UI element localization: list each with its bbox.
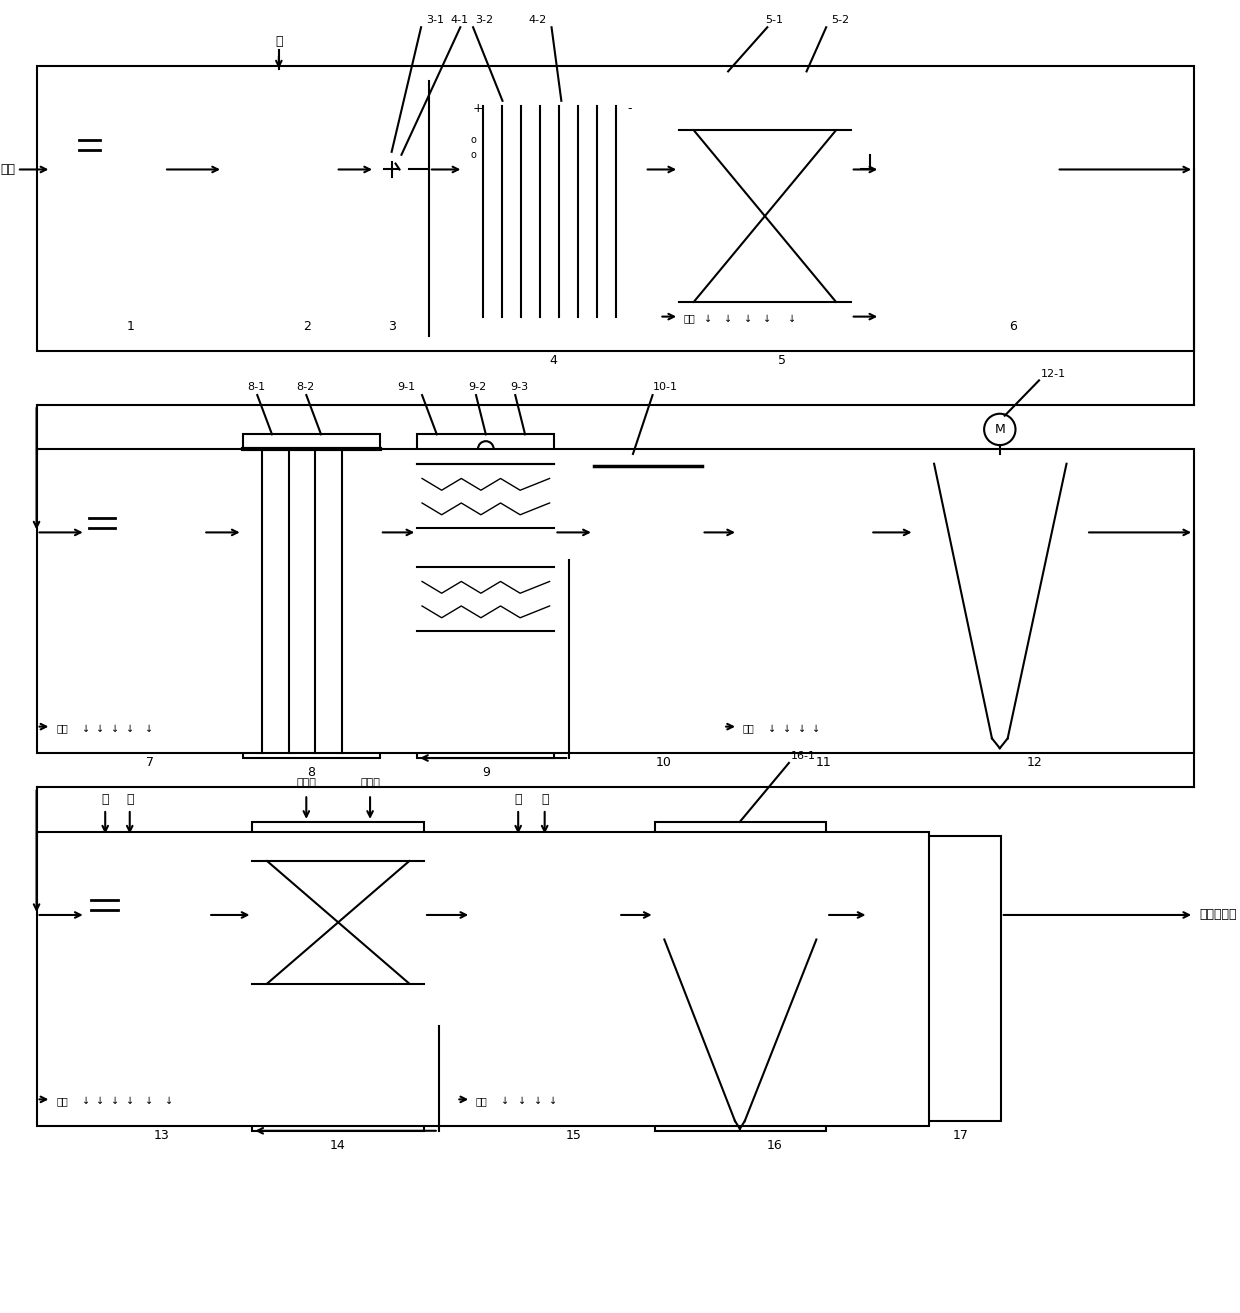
Text: ↓: ↓: [797, 723, 806, 734]
Text: 14: 14: [330, 1138, 346, 1152]
Text: 酸: 酸: [515, 793, 522, 806]
Text: 4: 4: [549, 355, 558, 368]
Text: ↓: ↓: [768, 723, 776, 734]
Text: 8-1: 8-1: [248, 382, 265, 393]
Text: ↓: ↓: [110, 1096, 119, 1107]
Bar: [36, 67, 1194, 351]
Text: 11: 11: [816, 756, 832, 769]
Bar: [459, 322, 650, 341]
Text: 9-2: 9-2: [469, 382, 486, 393]
Text: 碱: 碱: [541, 793, 548, 806]
Bar: [665, 831, 816, 940]
Bar: [51, 71, 164, 347]
Text: ↓: ↓: [704, 314, 713, 323]
Text: 9-1: 9-1: [397, 382, 415, 393]
Bar: [464, 101, 645, 327]
Text: 8: 8: [308, 767, 315, 779]
Text: 6: 6: [1008, 320, 1017, 334]
Text: ↓: ↓: [787, 314, 796, 323]
Text: 4-2: 4-2: [528, 16, 547, 25]
Bar: [51, 454, 203, 748]
Text: 16: 16: [766, 1138, 782, 1152]
Bar: [868, 836, 1001, 1121]
Bar: [594, 454, 702, 748]
Bar: [914, 454, 1086, 748]
Text: ↓: ↓: [97, 723, 104, 734]
Text: 10-1: 10-1: [652, 382, 677, 393]
Text: 回用或排放: 回用或排放: [1199, 909, 1236, 922]
Text: 5-1: 5-1: [765, 16, 784, 25]
Text: ↓: ↓: [501, 1096, 510, 1107]
Text: 12-1: 12-1: [1042, 369, 1066, 378]
Text: 13: 13: [154, 1129, 169, 1142]
Text: ↓: ↓: [744, 314, 751, 323]
Bar: [36, 831, 929, 1125]
Bar: [655, 822, 826, 1130]
Bar: [36, 449, 1194, 754]
Text: ↓: ↓: [724, 314, 732, 323]
Text: ↓: ↓: [125, 1096, 134, 1107]
Bar: [417, 435, 554, 758]
Text: 催化剂: 催化剂: [360, 777, 379, 788]
Bar: [738, 454, 870, 748]
Bar: [51, 836, 208, 1121]
Text: 1: 1: [126, 320, 134, 334]
Text: 4-1: 4-1: [450, 16, 469, 25]
Text: ↓: ↓: [518, 1096, 526, 1107]
Text: 8-2: 8-2: [296, 382, 315, 393]
Text: 3: 3: [388, 320, 396, 334]
Text: 3-1: 3-1: [427, 16, 444, 25]
Bar: [880, 71, 1056, 347]
Text: 酸: 酸: [102, 793, 109, 806]
Text: 5: 5: [777, 355, 786, 368]
Text: 5-2: 5-2: [831, 16, 849, 25]
Text: M: M: [994, 423, 1006, 436]
Text: o: o: [470, 150, 476, 160]
Text: ↓: ↓: [82, 723, 89, 734]
Bar: [680, 71, 851, 347]
Text: 空气: 空气: [684, 314, 696, 323]
Text: 废水: 废水: [0, 163, 15, 176]
Text: 酸: 酸: [275, 35, 283, 49]
Text: 3-2: 3-2: [475, 16, 494, 25]
Text: 17: 17: [954, 1129, 968, 1142]
Text: 16-1: 16-1: [791, 751, 816, 762]
Text: 氧化剂: 氧化剂: [296, 777, 316, 788]
Text: 10: 10: [656, 756, 672, 769]
Text: 9: 9: [482, 767, 490, 779]
Text: +: +: [472, 102, 484, 116]
Text: ↓: ↓: [533, 1096, 542, 1107]
Text: 2: 2: [304, 320, 311, 334]
Text: ↓: ↓: [82, 1096, 89, 1107]
Text: 12: 12: [1027, 756, 1043, 769]
Text: ↓: ↓: [97, 1096, 104, 1107]
Text: ↓: ↓: [145, 723, 154, 734]
Text: 空气: 空气: [743, 723, 755, 734]
Text: 空气: 空气: [56, 723, 68, 734]
Text: ↓: ↓: [812, 723, 821, 734]
Text: 空气: 空气: [56, 1096, 68, 1107]
Bar: [471, 836, 619, 1121]
Bar: [223, 71, 336, 347]
Text: ↓: ↓: [110, 723, 119, 734]
Text: 9-3: 9-3: [511, 382, 528, 393]
Text: 碱: 碱: [126, 793, 134, 806]
Text: 7: 7: [146, 756, 154, 769]
Text: ↓: ↓: [145, 1096, 154, 1107]
Text: ↓: ↓: [165, 1096, 174, 1107]
Text: o: o: [470, 135, 476, 144]
Text: -: -: [627, 102, 632, 116]
Text: ↓: ↓: [549, 1096, 558, 1107]
Text: ↓: ↓: [782, 723, 791, 734]
Text: 空气: 空气: [476, 1096, 487, 1107]
Text: 15: 15: [567, 1129, 582, 1142]
Bar: [253, 822, 424, 1130]
Text: ↓: ↓: [125, 723, 134, 734]
Text: ↓: ↓: [764, 314, 771, 323]
Bar: [243, 435, 379, 758]
